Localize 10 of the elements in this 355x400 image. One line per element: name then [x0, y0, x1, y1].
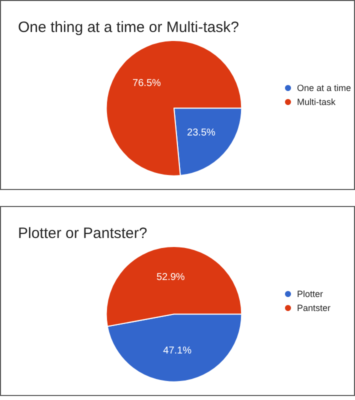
legend-label: Pantster — [297, 303, 331, 313]
data-label: 47.1% — [163, 345, 192, 356]
chart-title: Plotter or Pantster? — [18, 225, 148, 242]
data-label: 23.5% — [187, 127, 216, 138]
data-label: 76.5% — [132, 78, 162, 89]
data-label: 52.9% — [156, 272, 185, 283]
legend-label: One at a time — [297, 83, 352, 93]
legend-label: Plotter — [297, 289, 324, 299]
chart-title: One thing at a time or Multi-task? — [18, 19, 239, 36]
legend-label: Multi-task — [297, 97, 336, 107]
